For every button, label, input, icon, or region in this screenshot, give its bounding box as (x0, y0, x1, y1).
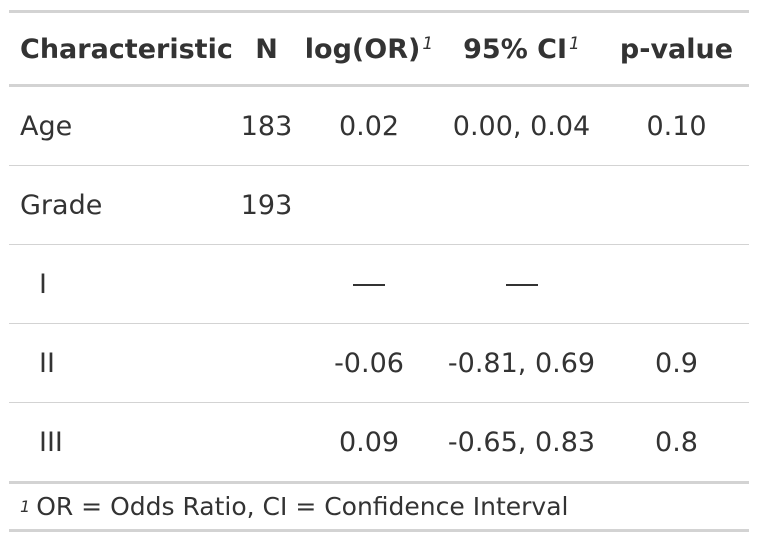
cell-ci: 0.00, 0.04 (452, 110, 591, 142)
header-n: N (255, 34, 278, 65)
em-dash-reference (353, 284, 385, 286)
row-label: Grade (20, 189, 103, 221)
row-label: I (39, 268, 47, 300)
table-row-grade-ii: II -0.06 -0.81, 0.69 0.9 (9, 324, 749, 403)
table-header-row: Characteristic N log(OR) 1 95% CI 1 p-valu… (9, 13, 749, 87)
header-p-value: p-value (619, 34, 734, 65)
footnote-mark: 1 (20, 497, 31, 516)
cell-ci: -0.65, 0.83 (447, 426, 596, 458)
table-row-age: Age 183 0.02 0.00, 0.04 0.10 (9, 87, 749, 166)
header-log-or-footnote-mark: 1 (422, 34, 434, 54)
table-row-grade: Grade 193 (9, 166, 749, 245)
header-ci: 95% CI 1 (439, 32, 604, 65)
cell-p-value: 0.10 (646, 110, 707, 142)
footnote-text: OR = Odds Ratio, CI = Confidence Interva… (36, 492, 569, 521)
header-characteristic: Characteristic (20, 34, 233, 65)
table-row-grade-i: I (9, 245, 749, 324)
cell-n: 193 (240, 189, 293, 221)
cell-p-value: 0.8 (655, 426, 698, 458)
regression-table: Characteristic N log(OR) 1 95% CI 1 p-valu… (9, 10, 749, 532)
table-footnote: 1 OR = Odds Ratio, CI = Confidence Inter… (9, 484, 749, 532)
cell-p-value: 0.9 (655, 347, 698, 379)
em-dash-reference (505, 284, 538, 286)
cell-ci: -0.81, 0.69 (447, 347, 596, 379)
row-label: Age (20, 110, 73, 142)
row-label: II (39, 347, 55, 379)
header-ci-footnote-mark: 1 (569, 34, 580, 54)
cell-log-or: -0.06 (334, 347, 404, 379)
header-log-or-label: log(OR) (304, 34, 421, 65)
header-ci-label: 95% CI (463, 34, 568, 65)
cell-ci-reference-dash (439, 269, 604, 300)
cell-n: 183 (240, 110, 293, 142)
table-top-rule (9, 10, 749, 13)
header-log-or: log(OR) 1 (299, 32, 439, 65)
cell-log-or: 0.09 (338, 426, 400, 458)
cell-log-or: 0.02 (338, 110, 400, 142)
row-label: III (39, 426, 63, 458)
table-row-grade-iii: III 0.09 -0.65, 0.83 0.8 (9, 403, 749, 484)
cell-log-or-reference-dash (299, 269, 439, 300)
